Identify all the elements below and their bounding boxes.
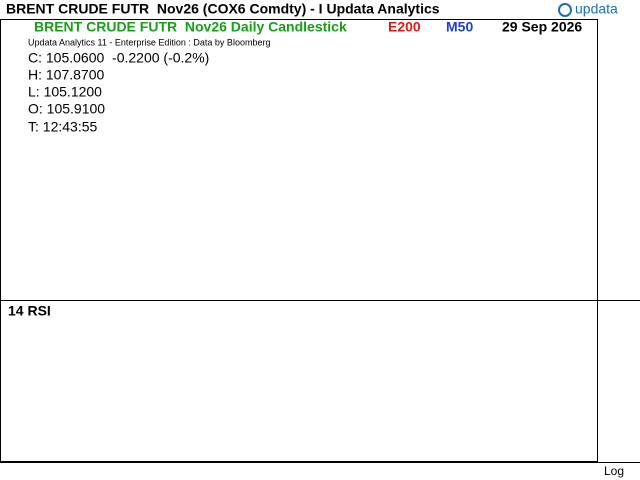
rsi-title: 14 RSI [8, 303, 51, 319]
info-time: T: 12:43:55 [28, 119, 97, 135]
legend-e200: E200 [388, 19, 421, 35]
scale-label: Log [604, 464, 624, 478]
info-low: L: 105.1200 [28, 84, 102, 100]
chart-date: 29 Sep 2026 [502, 19, 582, 35]
info-close: C: 105.0600 -0.2200 (-0.2%) [28, 50, 209, 66]
info-open: O: 105.9100 [28, 101, 105, 117]
legend-m50: M50 [446, 19, 473, 35]
chart-title: BRENT CRUDE FUTR Nov26 Daily Candlestick [34, 19, 347, 35]
info-high: H: 107.8700 [28, 67, 104, 83]
page-title: BRENT CRUDE FUTR Nov26 (COX6 Comdty) - I… [6, 1, 440, 17]
source-note: Updata Analytics 11 - Enterprise Edition… [28, 37, 270, 47]
logo-text: updata [575, 1, 618, 17]
logo: updata [558, 1, 618, 17]
logo-icon [558, 3, 572, 17]
plot-frame [0, 19, 598, 462]
